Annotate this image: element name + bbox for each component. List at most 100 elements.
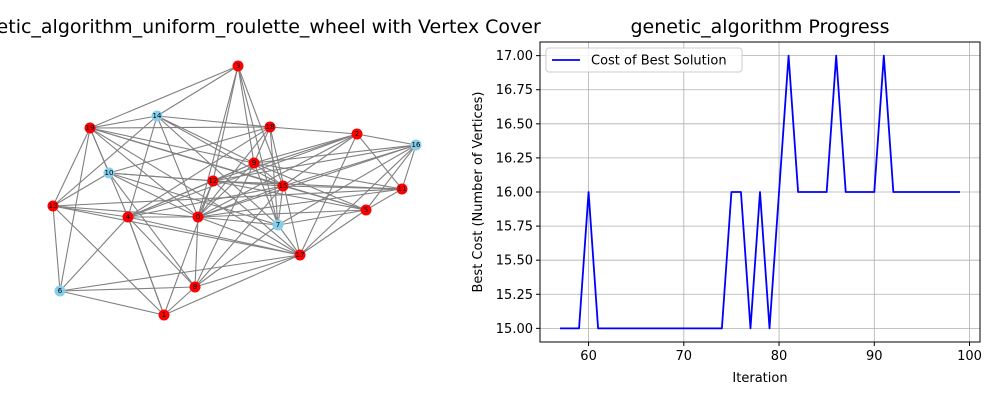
graph-edge — [197, 144, 417, 218]
graph-edge — [89, 127, 301, 256]
graph-edge — [163, 180, 214, 316]
x-tick-label: 100 — [957, 349, 982, 364]
graph-edge — [52, 205, 301, 256]
graph-edge — [237, 65, 279, 226]
legend-box — [545, 47, 743, 73]
graph-node-label: 10 — [105, 169, 114, 177]
graph-node-label: 3 — [236, 62, 240, 70]
y-tick-label: 16.25 — [496, 151, 533, 166]
graph-edge — [401, 144, 417, 190]
graph-edge — [59, 216, 129, 292]
graph-edge — [156, 115, 199, 218]
graph-edge — [52, 205, 199, 218]
series-line — [560, 54, 960, 330]
graph-edge — [52, 127, 91, 207]
graph-node-label: 11 — [398, 185, 407, 193]
graph-edge — [127, 180, 214, 218]
chart-title: genetic_algorithm Progress — [631, 16, 890, 38]
graph-node — [396, 183, 408, 195]
graph-node-label: 5 — [364, 206, 368, 214]
x-tick-label: 70 — [676, 349, 693, 364]
graph-node-label: 13 — [49, 202, 58, 210]
graph-edge — [127, 216, 165, 316]
graph-edge — [194, 254, 301, 288]
graph-edge — [253, 162, 403, 190]
x-tick-label: 90 — [866, 349, 883, 364]
graph-edge — [253, 133, 358, 164]
graph-node-label: 18 — [266, 123, 275, 131]
graph-edge — [299, 209, 367, 256]
y-tick-label: 15.50 — [496, 254, 533, 269]
graph-node — [277, 180, 289, 192]
legend-label: Cost of Best Solution — [591, 54, 727, 69]
graph-edge — [253, 144, 417, 164]
graph-edge — [156, 115, 271, 128]
graph-edge — [156, 65, 239, 117]
graph-node — [248, 157, 260, 169]
graph-node — [351, 128, 363, 140]
legend: Cost of Best Solution — [545, 47, 743, 73]
graph-edge — [194, 216, 199, 288]
graph-title: h_genetic_algorithm_uniform_roulette_whe… — [0, 16, 541, 38]
graph-edge — [127, 216, 301, 256]
graph-edge — [89, 65, 239, 129]
y-tick-label: 16.50 — [496, 117, 533, 132]
graph-node — [54, 285, 66, 297]
graph-edge — [197, 162, 255, 218]
graph-edge — [212, 65, 239, 182]
graph-edge — [156, 115, 279, 226]
graph-node — [103, 167, 115, 179]
graph-edge — [197, 133, 358, 218]
y-axis-label: Best Cost (Number of Vertices) — [471, 92, 486, 293]
x-tick-label: 60 — [580, 349, 597, 364]
graph-node — [207, 175, 219, 187]
graph-node-label: 9 — [252, 159, 256, 167]
graph-node — [294, 249, 306, 261]
graph-edge — [59, 254, 301, 292]
graph-edge — [253, 162, 284, 187]
graph-node — [158, 309, 170, 321]
graph-edge — [253, 162, 279, 226]
graph-edge — [237, 65, 255, 164]
graph-edge — [282, 133, 358, 187]
graph-edge — [194, 224, 279, 288]
graph-edge — [299, 144, 417, 256]
graph-edge — [127, 185, 284, 218]
graph-node — [264, 121, 276, 133]
graph-node-label: 14 — [153, 112, 162, 120]
graph-node — [192, 211, 204, 223]
x-axis-label: Iteration — [732, 371, 787, 386]
graph-node — [122, 211, 134, 223]
graph-edge — [212, 180, 284, 187]
graph-node — [84, 122, 96, 134]
graph-edge — [89, 115, 158, 129]
graph-node-label: 15 — [279, 182, 288, 190]
graph-edge — [282, 185, 403, 190]
graph-edge — [277, 209, 367, 226]
graph-edges — [52, 65, 417, 316]
graph-edge — [212, 180, 301, 256]
graph-edge — [156, 115, 255, 164]
y-tick-label: 15.75 — [496, 220, 533, 235]
graph-node — [360, 204, 372, 216]
graph-node — [189, 281, 201, 293]
y-tick-label: 15.25 — [496, 288, 533, 303]
graph-node-label: 0 — [196, 213, 200, 221]
graph-node-label: 1 — [162, 311, 166, 319]
graph-edge — [59, 286, 196, 292]
graph-node — [410, 139, 422, 151]
graph-node-label: 7 — [276, 221, 280, 229]
graph-edge — [197, 216, 301, 256]
y-ticks: 15.00 15.25 15.50 15.75 16.00 16.25 16.50 16.75… — [496, 49, 540, 337]
graph-edge — [197, 185, 284, 218]
graph-edge — [108, 126, 271, 174]
graph-edge — [282, 144, 417, 187]
graph-edge — [365, 144, 417, 211]
graph-edge — [127, 216, 196, 288]
y-tick-label: 17.00 — [496, 49, 533, 64]
graph-edge — [253, 126, 271, 164]
x-tick-label: 80 — [771, 349, 788, 364]
graph-node-label: 12 — [209, 177, 218, 185]
graph-edge — [89, 127, 255, 164]
